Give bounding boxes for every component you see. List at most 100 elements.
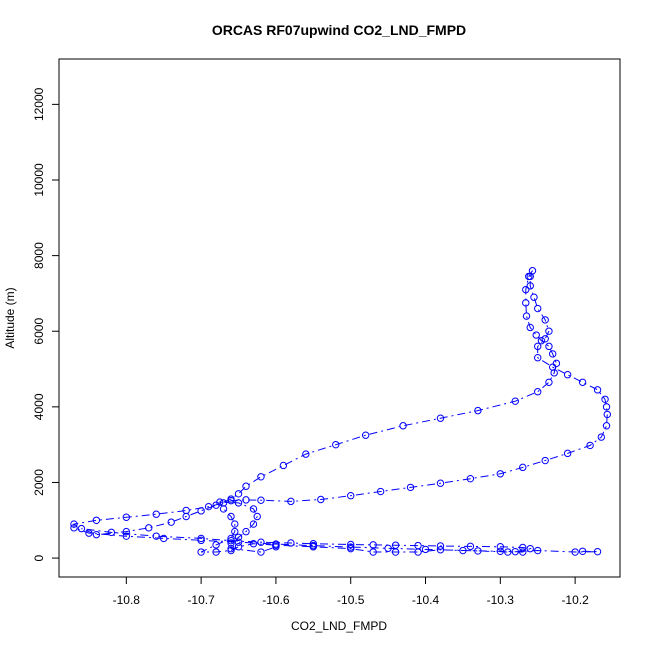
data-point — [421, 545, 430, 554]
data-point — [302, 450, 310, 458]
data-point — [152, 532, 160, 540]
data-point — [534, 354, 542, 362]
data-point — [593, 547, 602, 556]
data-point — [597, 433, 605, 441]
data-point — [347, 540, 355, 549]
data-point — [197, 534, 205, 543]
data-point — [436, 414, 445, 422]
data-point — [234, 538, 243, 546]
y-tick-label: 8000 — [32, 242, 46, 269]
data-point — [406, 483, 415, 492]
data-point — [227, 512, 235, 521]
data-point — [545, 327, 553, 335]
x-tick-label: -10.5 — [337, 593, 365, 607]
data-point — [122, 532, 131, 540]
data-point — [182, 512, 190, 521]
data-point — [534, 388, 542, 396]
data-point — [204, 502, 213, 511]
data-point — [122, 513, 131, 521]
data-point — [234, 533, 243, 541]
data-point — [287, 539, 295, 547]
data-point — [347, 544, 355, 553]
x-tick-label: -10.4 — [412, 593, 440, 607]
data-point — [519, 543, 527, 552]
data-point — [227, 534, 235, 543]
data-point — [249, 505, 258, 513]
data-point — [332, 440, 340, 449]
chart-title: ORCAS RF07upwind CO2_LND_FMPD — [212, 22, 466, 38]
data-point — [287, 497, 295, 506]
data-point — [578, 547, 587, 555]
data-point — [414, 548, 422, 556]
data-point — [522, 312, 531, 320]
data-point — [249, 520, 258, 528]
data-point — [602, 422, 611, 430]
data-point — [545, 378, 553, 386]
data-point — [197, 548, 205, 556]
x-tick-label: -10.7 — [187, 593, 215, 607]
data-point — [219, 505, 228, 513]
data-point — [563, 449, 572, 458]
series-points-group — [70, 267, 611, 556]
data-point — [242, 482, 250, 490]
data-point — [242, 496, 250, 504]
data-point — [474, 547, 482, 555]
data-point — [496, 470, 505, 478]
data-point — [586, 441, 594, 450]
data-point — [145, 524, 153, 532]
x-axis-label: CO2_LND_FMPD — [291, 619, 387, 633]
data-point — [309, 540, 318, 548]
data-point — [107, 528, 116, 537]
data-point — [242, 527, 250, 536]
data-point — [534, 546, 542, 555]
data-point — [384, 544, 392, 552]
y-tick-label: 10000 — [32, 163, 46, 197]
data-point — [436, 479, 445, 487]
data-point — [545, 342, 553, 351]
data-point — [534, 304, 542, 313]
data-point — [122, 527, 131, 536]
data-point — [525, 272, 533, 281]
data-point — [466, 542, 475, 551]
data-point — [511, 547, 519, 556]
data-point — [257, 473, 265, 481]
data-point — [541, 316, 549, 324]
plot-area-frame — [58, 58, 621, 578]
x-tick-label: -10.6 — [262, 593, 290, 607]
data-point — [257, 538, 265, 546]
data-point — [496, 547, 505, 555]
data-point — [376, 487, 385, 496]
data-point — [212, 548, 220, 556]
y-tick-label: 2000 — [32, 469, 46, 496]
data-point — [272, 543, 280, 551]
data-point — [197, 507, 205, 515]
x-tick-label: -10.8 — [113, 593, 141, 607]
data-point — [548, 350, 557, 358]
data-point — [602, 403, 611, 411]
data-point — [593, 386, 602, 394]
data-point — [391, 548, 400, 556]
data-point — [466, 474, 475, 483]
data-point — [522, 299, 530, 307]
data-point — [522, 285, 530, 294]
data-point — [160, 534, 168, 543]
data-point — [519, 463, 527, 472]
data-point — [519, 548, 527, 556]
data-point — [167, 518, 175, 526]
data-point — [279, 461, 288, 470]
data-point — [603, 410, 611, 419]
y-tick-label: 6000 — [32, 318, 46, 345]
data-point — [227, 495, 235, 503]
data-point — [474, 406, 482, 415]
data-point — [436, 542, 445, 550]
x-axis: -10.8 -10.7 -10.6 -10.5 -10.4 -10.3 -10.2 — [113, 576, 589, 607]
y-tick-label: 12000 — [32, 87, 46, 121]
x-tick-label: -10.2 — [561, 593, 589, 607]
data-point — [504, 548, 512, 556]
data-point — [361, 431, 370, 439]
data-point — [541, 456, 549, 465]
data-point — [197, 536, 205, 545]
data-point — [227, 546, 235, 555]
data-point — [528, 267, 537, 275]
data-point — [511, 397, 519, 405]
